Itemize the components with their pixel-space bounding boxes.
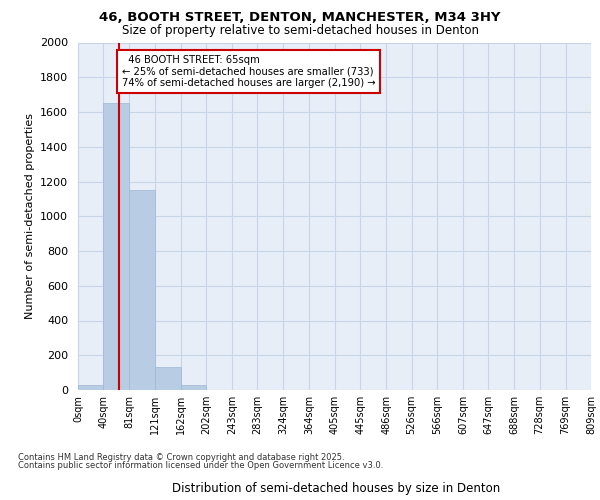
Text: Contains HM Land Registry data © Crown copyright and database right 2025.: Contains HM Land Registry data © Crown c…: [18, 454, 344, 462]
Text: 46, BOOTH STREET, DENTON, MANCHESTER, M34 3HY: 46, BOOTH STREET, DENTON, MANCHESTER, M3…: [99, 11, 501, 24]
Text: 46 BOOTH STREET: 65sqm
← 25% of semi-detached houses are smaller (733)
74% of se: 46 BOOTH STREET: 65sqm ← 25% of semi-det…: [122, 54, 376, 88]
Y-axis label: Number of semi-detached properties: Number of semi-detached properties: [25, 114, 35, 320]
Bar: [155, 368, 181, 390]
Bar: [103, 104, 130, 390]
Text: Size of property relative to semi-detached houses in Denton: Size of property relative to semi-detach…: [121, 24, 479, 37]
Text: Distribution of semi-detached houses by size in Denton: Distribution of semi-detached houses by …: [172, 482, 500, 495]
Bar: [130, 190, 155, 390]
Bar: [78, 385, 103, 390]
Text: Contains public sector information licensed under the Open Government Licence v3: Contains public sector information licen…: [18, 461, 383, 470]
Bar: [181, 385, 206, 390]
